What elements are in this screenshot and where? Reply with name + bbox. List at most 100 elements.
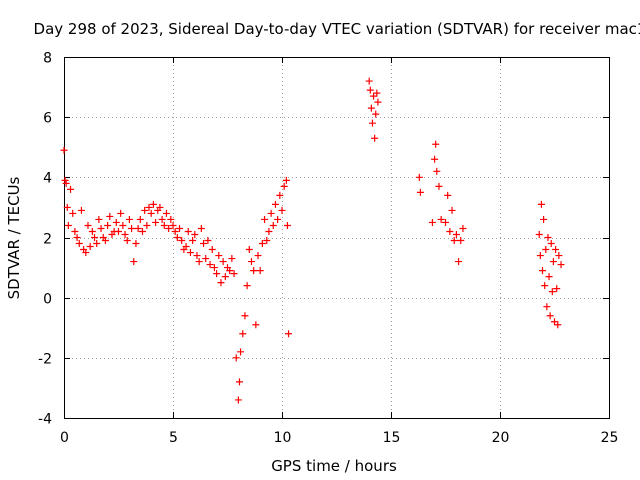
data-point (365, 77, 373, 85)
data-point (271, 200, 279, 208)
data-point (147, 209, 155, 217)
data-point (415, 173, 423, 181)
data-point (167, 215, 175, 223)
data-point (141, 206, 149, 214)
data-point (553, 285, 561, 293)
data-point (61, 176, 69, 184)
data-point (67, 185, 75, 193)
data-point (373, 89, 381, 97)
data-point (73, 234, 81, 241)
data-point (428, 218, 436, 226)
data-point (195, 258, 203, 266)
data-point (537, 200, 545, 208)
data-point (280, 182, 288, 190)
y-tick-label: -2 (38, 352, 52, 368)
data-point (130, 258, 138, 266)
data-point (162, 209, 170, 217)
data-point (431, 155, 439, 163)
data-point (416, 188, 424, 196)
data-point (370, 92, 378, 100)
data-point (95, 215, 103, 223)
data-point (84, 221, 92, 229)
data-point (555, 252, 563, 260)
data-point (134, 224, 142, 232)
data-point (217, 279, 225, 287)
data-point (261, 215, 269, 223)
x-tick-label: 10 (274, 430, 292, 446)
data-point (186, 249, 194, 257)
data-point (75, 240, 83, 248)
data-point (115, 227, 122, 235)
data-point (191, 230, 199, 238)
data-point (442, 218, 449, 226)
data-point (546, 312, 554, 320)
data-point (448, 206, 456, 214)
data-point (213, 270, 221, 278)
data-point (285, 330, 293, 338)
data-point (245, 246, 253, 254)
data-point (459, 224, 467, 232)
data-point (368, 119, 376, 127)
y-tick-label: 0 (43, 292, 52, 308)
data-point (226, 267, 234, 275)
data-point (165, 224, 173, 232)
gridlines (64, 57, 609, 418)
chart-title: Day 298 of 2023, Sidereal Day-to-day VTE… (34, 20, 640, 38)
x-tick-label: 25 (601, 430, 619, 446)
data-point (123, 237, 131, 245)
data-point (158, 215, 166, 223)
data-point (143, 221, 151, 229)
data-point (435, 182, 443, 190)
data-point (210, 264, 218, 272)
data-point (171, 227, 179, 235)
data-point (152, 218, 160, 226)
data-point (77, 206, 85, 214)
data-point (544, 234, 552, 241)
data-point (69, 209, 77, 217)
data-point (106, 212, 114, 220)
data-point (60, 146, 68, 154)
data-point (374, 98, 382, 106)
data-point (243, 282, 251, 290)
data-point (119, 221, 127, 229)
data-point (282, 176, 290, 184)
data-point (125, 215, 133, 223)
data-point (269, 221, 277, 229)
x-tick-label: 0 (60, 430, 69, 446)
data-point (539, 267, 547, 275)
data-point (450, 237, 458, 245)
data-point (256, 267, 264, 275)
data-point (200, 240, 208, 248)
data-point (104, 221, 112, 229)
data-point (173, 234, 181, 241)
data-point (547, 240, 555, 248)
data-point (117, 209, 125, 217)
data-point (234, 396, 242, 404)
data-point (366, 86, 374, 94)
data-point (258, 240, 266, 248)
data-point (283, 221, 291, 229)
data-point (93, 240, 101, 248)
x-tick-label: 20 (492, 430, 510, 446)
data-point (545, 273, 553, 281)
data-point (156, 203, 164, 211)
data-point (276, 191, 284, 199)
data-point (86, 243, 94, 251)
data-point (128, 224, 136, 232)
data-point (540, 215, 548, 223)
data-point (82, 249, 90, 257)
data-point (536, 252, 544, 260)
data-point (265, 227, 273, 235)
y-axis-label: SDTVAR / TECUs (5, 176, 23, 299)
data-point (543, 303, 551, 311)
data-point (542, 246, 550, 254)
data-point (552, 246, 560, 254)
data-point (278, 206, 286, 214)
data-point (557, 261, 565, 269)
data-point (204, 237, 212, 245)
x-tick-label: 5 (169, 430, 178, 446)
data-point (444, 191, 452, 199)
data-points (60, 77, 565, 404)
data-point (230, 270, 238, 278)
data-point (274, 215, 282, 223)
